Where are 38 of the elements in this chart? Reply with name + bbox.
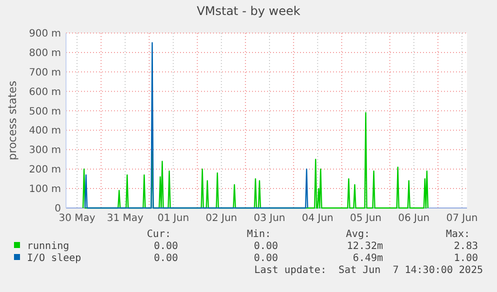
line-series (82, 112, 429, 209)
y-tick-label: 700 m (28, 67, 61, 78)
y-tick-label: 800 m (28, 48, 61, 59)
chart-title: VMstat - by week (196, 4, 300, 18)
x-tick-label: 31 May (106, 213, 144, 224)
y-tick-label: 500 m (28, 106, 61, 118)
y-tick-label: 300 m (28, 145, 61, 156)
x-tick-label: 01 Jun (158, 213, 190, 224)
text: 6.49m (352, 253, 383, 264)
text: 1.00 (454, 253, 478, 264)
x-tick-label: 04 Jun (302, 213, 334, 224)
x-tick-label: 30 May (58, 213, 96, 224)
text: 0.00 (154, 253, 178, 264)
line-series (84, 42, 308, 209)
x-tick-label: 03 Jun (254, 213, 286, 224)
y-tick-label: 200 m (28, 164, 61, 176)
x-tick-label: 02 Jun (206, 213, 238, 224)
text: 0.00 (154, 241, 178, 252)
text: Avg: (346, 229, 370, 240)
text: Min: (246, 229, 271, 240)
x-tick-label: 05 Jun (350, 213, 382, 224)
text: Cur: (146, 229, 171, 240)
y-tick-label: 0 (54, 204, 61, 214)
legend-label: I/O sleep (27, 253, 82, 264)
text: 2.83 (454, 241, 478, 252)
y-tick-label: 400 m (28, 126, 61, 137)
text: 12.32m (346, 241, 383, 252)
y-tick-label: 100 m (28, 184, 61, 196)
y-tick-label: 600 m (28, 86, 61, 98)
text: 0.00 (254, 241, 278, 252)
text: 0.00 (254, 253, 278, 264)
x-tick-label: 07 Jun (446, 213, 478, 224)
text: Max: (446, 229, 470, 240)
y-axis-title: process states (6, 80, 19, 160)
text: Last update: Sat Jun 7 14:30:00 2025 (254, 265, 483, 276)
x-tick-label: 06 Jun (398, 213, 430, 224)
y-tick-label: 900 m (28, 28, 61, 40)
legend-label: running (27, 241, 70, 252)
